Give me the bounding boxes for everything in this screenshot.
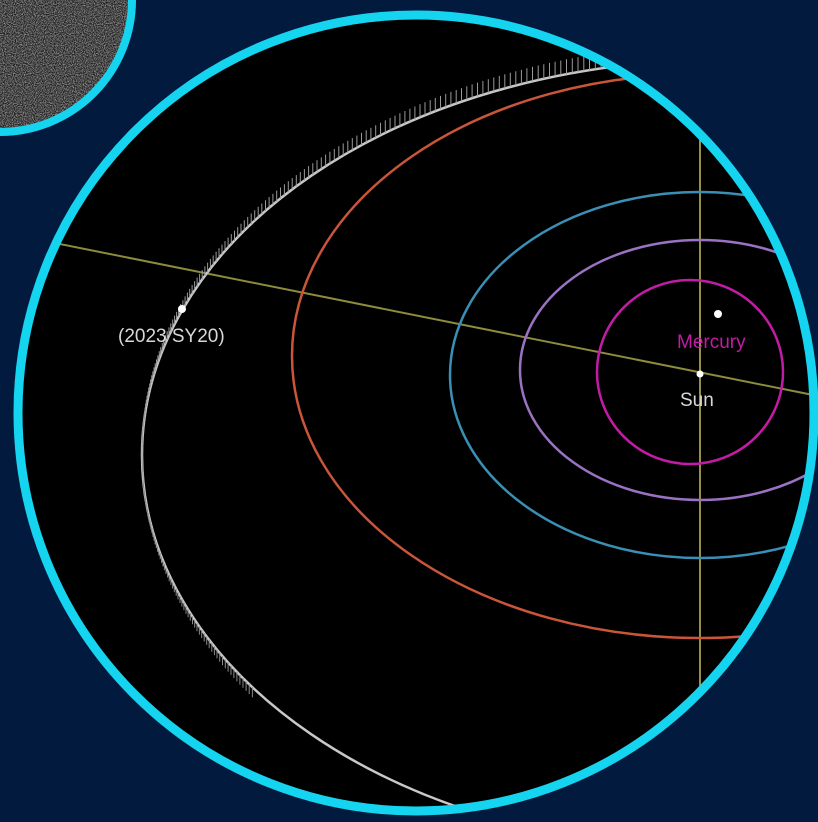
asteroid-photo-inset-icon (0, 0, 136, 136)
venus-orbit (518, 238, 814, 502)
asteroid-label: (2023 SY20) (118, 326, 225, 347)
mercury-marker-dot-icon (714, 310, 722, 318)
sun-marker-dot-icon (696, 370, 704, 378)
mercury-label: Mercury (677, 332, 746, 353)
asteroid-marker-dot-icon (178, 305, 186, 313)
diagram-frame (13, 10, 818, 816)
ecliptic-line (19, 235, 814, 397)
mercury-orbit (595, 278, 785, 466)
space-background (18, 15, 814, 811)
sun-label: Sun (680, 390, 714, 411)
earth-orbit (448, 190, 814, 560)
